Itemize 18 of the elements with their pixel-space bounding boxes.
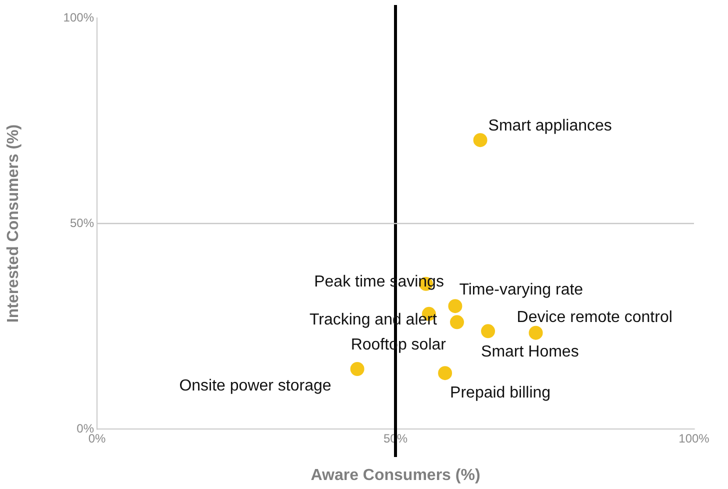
point <box>450 315 464 330</box>
point <box>438 366 452 380</box>
x-tick-label: 100% <box>678 432 710 446</box>
annotation: Onsite power storage <box>179 377 332 394</box>
point <box>528 326 543 340</box>
point <box>481 324 496 338</box>
annotation: Prepaid billing <box>450 384 551 402</box>
point <box>448 299 462 314</box>
point <box>473 133 488 148</box>
point <box>350 362 364 376</box>
x-axis-title: Aware Consumers (%) <box>310 466 480 484</box>
y-tick-label: 100% <box>63 10 94 24</box>
annotation: Time-varying rate <box>459 282 584 299</box>
annotation: Smart Homes <box>481 344 579 361</box>
y-axis-title: Interested Consumers (%) <box>5 124 22 323</box>
annotation: Smart appliances <box>488 117 612 134</box>
y-tick-label: 50% <box>70 216 94 230</box>
annotation: Device remote control <box>516 309 672 326</box>
